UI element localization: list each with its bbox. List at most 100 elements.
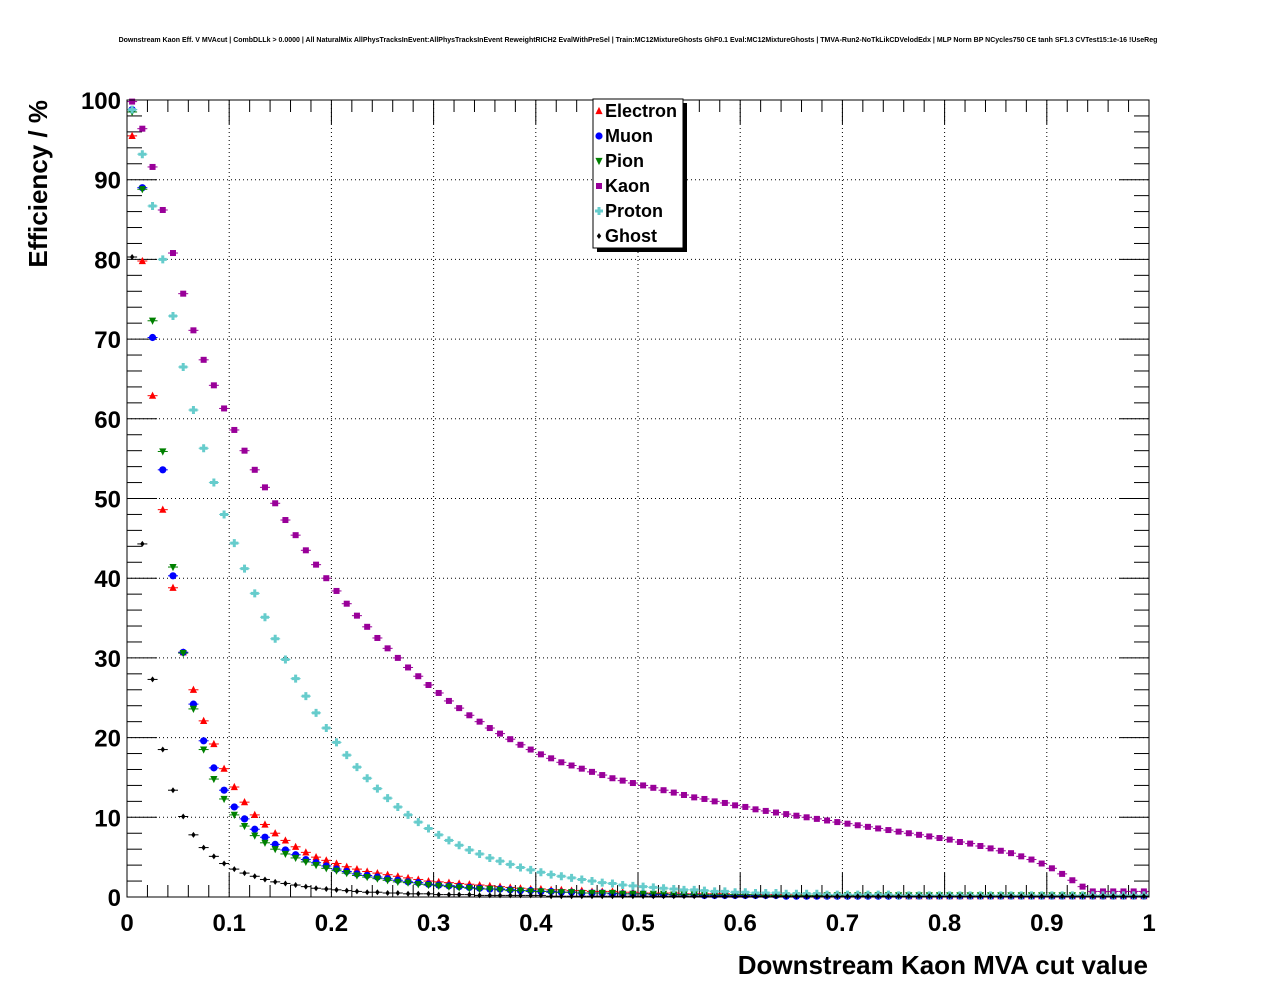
proton-point bbox=[669, 885, 678, 894]
pion-point bbox=[332, 867, 341, 875]
electron-point bbox=[332, 859, 341, 867]
kaon-point bbox=[486, 725, 493, 732]
ghost-point bbox=[201, 844, 206, 851]
pion-point bbox=[251, 832, 259, 840]
ghost-point bbox=[692, 893, 697, 900]
electron-point bbox=[322, 856, 330, 864]
proton-point bbox=[771, 889, 780, 898]
ghost-point bbox=[1080, 893, 1085, 900]
ghost-point bbox=[456, 891, 462, 898]
ghost-point bbox=[1070, 893, 1075, 900]
ghost-point bbox=[651, 893, 656, 900]
legend-marker-pion bbox=[595, 157, 603, 166]
axis-ticks bbox=[126, 99, 1150, 898]
kaon-point bbox=[803, 814, 810, 821]
kaon-point bbox=[742, 803, 749, 810]
kaon-point bbox=[1038, 860, 1045, 867]
data-points bbox=[127, 98, 1149, 900]
ghost-point bbox=[283, 880, 288, 887]
pion-point bbox=[230, 811, 238, 820]
ghost-point bbox=[640, 893, 646, 900]
kaon-point bbox=[292, 532, 299, 539]
kaon-point bbox=[1059, 870, 1066, 877]
kaon-point bbox=[732, 802, 739, 809]
kaon-point bbox=[916, 831, 923, 838]
kaon-point bbox=[261, 484, 268, 491]
ghost-point bbox=[1049, 893, 1055, 900]
proton-point bbox=[679, 885, 688, 894]
proton-point bbox=[526, 865, 535, 874]
ghost-point bbox=[303, 883, 309, 890]
kaon-point bbox=[313, 561, 320, 568]
muon-point bbox=[240, 815, 249, 823]
electron-point bbox=[128, 131, 136, 139]
kaon-point bbox=[783, 811, 790, 818]
kaon-point bbox=[660, 787, 667, 794]
proton-point bbox=[414, 818, 423, 827]
ghost-point bbox=[334, 886, 339, 893]
kaon-point bbox=[854, 822, 861, 829]
y-tick-label: 30 bbox=[94, 646, 121, 673]
ghost-point bbox=[129, 254, 135, 261]
kaon-point bbox=[752, 806, 759, 813]
ghost-point bbox=[998, 893, 1004, 900]
pion-point bbox=[302, 858, 310, 867]
ghost-point bbox=[712, 893, 717, 900]
proton-point bbox=[383, 794, 392, 803]
x-tick-label: 0.7 bbox=[826, 910, 859, 937]
proton-point bbox=[404, 810, 413, 819]
legend-marker-kaon bbox=[596, 183, 602, 189]
x-tick-label: 0.3 bbox=[417, 910, 450, 937]
kaon-point bbox=[527, 746, 534, 753]
kaon-point bbox=[353, 612, 360, 619]
kaon-point bbox=[517, 741, 524, 748]
proton-point bbox=[639, 882, 648, 891]
proton-point bbox=[352, 763, 361, 772]
electron-point bbox=[251, 810, 259, 819]
proton-point bbox=[690, 885, 699, 894]
kaon-point bbox=[282, 517, 289, 524]
kaon-point bbox=[609, 775, 616, 782]
kaon-point bbox=[129, 98, 136, 105]
proton-point bbox=[567, 873, 576, 882]
proton-point bbox=[312, 708, 321, 717]
ghost-point bbox=[1029, 893, 1034, 900]
series-kaon bbox=[127, 98, 1149, 895]
ghost-point bbox=[528, 892, 533, 899]
electron-point bbox=[302, 848, 310, 856]
proton-point bbox=[485, 853, 494, 862]
ghost-point bbox=[600, 893, 605, 900]
kaon-point bbox=[221, 405, 228, 412]
ghost-point bbox=[783, 893, 789, 900]
ghost-point bbox=[1090, 893, 1095, 900]
proton-point bbox=[516, 863, 525, 872]
ghost-point bbox=[395, 890, 401, 897]
electron-point bbox=[240, 798, 249, 806]
muon-point bbox=[251, 825, 259, 833]
ghost-point bbox=[957, 893, 963, 900]
legend-label-kaon: Kaon bbox=[605, 176, 650, 196]
kaon-point bbox=[139, 125, 146, 132]
kaon-point bbox=[762, 807, 769, 814]
pion-point bbox=[557, 889, 565, 897]
kaon-point bbox=[425, 681, 432, 688]
legend-label-pion: Pion bbox=[605, 151, 644, 171]
proton-point bbox=[322, 724, 331, 733]
kaon-point bbox=[670, 789, 677, 796]
muon-point bbox=[169, 572, 177, 580]
proton-point bbox=[618, 881, 627, 890]
muon-point bbox=[200, 737, 208, 745]
ghost-point bbox=[753, 893, 758, 900]
kaon-point bbox=[323, 575, 330, 582]
proton-point bbox=[649, 883, 658, 892]
proton-point bbox=[260, 613, 269, 622]
electron-point bbox=[261, 820, 269, 828]
ghost-point bbox=[160, 746, 165, 753]
ghost-point bbox=[252, 873, 257, 880]
kaon-point bbox=[476, 718, 483, 725]
ghost-point bbox=[875, 893, 881, 900]
grid bbox=[127, 100, 1149, 897]
electron-point bbox=[343, 862, 351, 870]
ghost-point bbox=[324, 886, 329, 893]
proton-point bbox=[761, 889, 770, 898]
